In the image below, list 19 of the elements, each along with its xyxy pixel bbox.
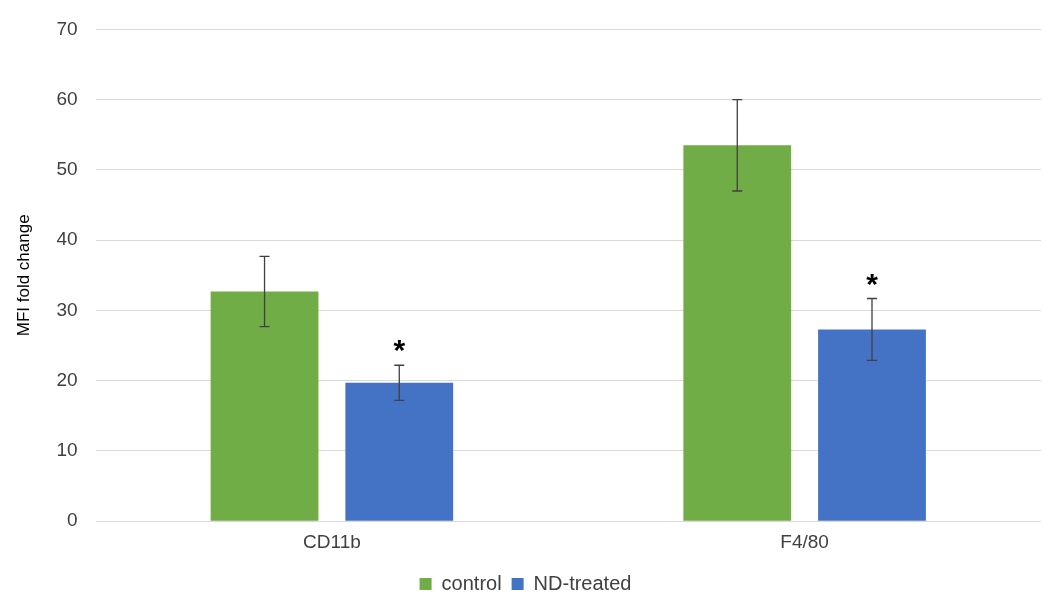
y-tick-label: 10	[56, 439, 78, 461]
y-tick-label: 30	[56, 298, 78, 320]
y-tick-label: 70	[56, 17, 78, 39]
y-axis-title: MFI fold change	[13, 214, 33, 337]
legend-label: ND-treated	[533, 571, 632, 594]
bar	[818, 329, 926, 521]
y-tick-label: 50	[56, 158, 78, 180]
y-tick-label: 20	[56, 368, 78, 390]
annotation: *	[393, 333, 406, 367]
legend-label: control	[441, 571, 502, 594]
annotation: *	[866, 266, 879, 300]
x-tick-label: CD11b	[303, 530, 361, 552]
bar	[683, 145, 792, 521]
x-tick-label: F4/80	[780, 530, 829, 552]
bar	[345, 382, 454, 521]
bar	[210, 291, 319, 521]
y-tick-label: 0	[66, 509, 78, 531]
y-tick-label: 40	[56, 228, 78, 250]
y-tick-label: 60	[56, 87, 78, 109]
